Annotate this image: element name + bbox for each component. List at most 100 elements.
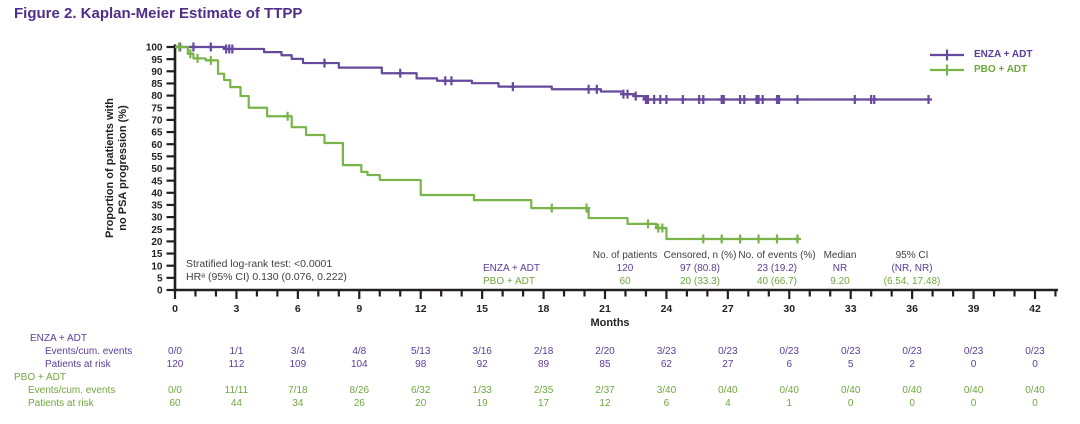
risk-value: 1/33 [472, 385, 492, 396]
summary-value: 20 (33.3) [679, 276, 721, 287]
y-tick-label: 70 [151, 116, 163, 127]
y-tick-label: 25 [151, 225, 163, 236]
y-tick-label: 55 [151, 152, 163, 163]
risk-group-label: ENZA + ADT [30, 333, 87, 344]
risk-value: 0 [909, 398, 915, 409]
y-tick-label: 90 [151, 67, 163, 78]
x-tick-label: 3 [234, 303, 240, 315]
risk-value: 0/40 [718, 385, 738, 396]
risk-value: 0 [970, 398, 977, 409]
y-tick-label: 60 [151, 140, 163, 151]
risk-value: 0/23 [840, 346, 861, 357]
x-axis-label: Months [590, 317, 630, 329]
x-tick-label: 36 [906, 303, 918, 315]
summary-row-label: PBO + ADT [483, 276, 535, 287]
risk-value: 4 [725, 398, 731, 409]
risk-value: 3/23 [656, 346, 677, 357]
risk-value: 4/8 [352, 346, 367, 357]
summary-header: Median [823, 250, 857, 261]
legend-item-enza: ENZA + ADT [928, 47, 1032, 62]
risk-value: 89 [538, 359, 550, 370]
summary-value: 9.20 [830, 276, 850, 287]
legend-label-enza: ENZA + ADT [974, 49, 1033, 60]
risk-value: 109 [289, 359, 307, 370]
risk-row-label: Patients at risk [28, 398, 94, 409]
risk-value: 12 [599, 398, 611, 409]
logrank-text: Stratified log-rank test: <0.0001 [186, 258, 333, 270]
summary-value: 60 [619, 276, 631, 287]
risk-row-label: Events/cum. events [28, 385, 116, 396]
risk-value: 17 [538, 398, 550, 409]
risk-value: 8/26 [349, 385, 370, 396]
y-tick-label: 5 [157, 273, 163, 284]
risk-value: 0/40 [963, 385, 984, 396]
risk-value: 6 [786, 359, 793, 370]
risk-row-label: Events/cum. events [45, 346, 133, 357]
summary-value: 40 (66.7) [756, 276, 798, 287]
y-tick-label: 10 [151, 261, 163, 272]
risk-value: 2/20 [595, 346, 615, 357]
summary-value: (NR, NR) [891, 263, 933, 274]
risk-value: 0 [970, 359, 977, 370]
risk-value: 3/40 [656, 385, 677, 396]
x-tick-label: 9 [356, 303, 362, 315]
risk-group-label: PBO + ADT [14, 372, 66, 383]
x-tick-label: 12 [415, 303, 427, 315]
risk-value: 6 [663, 398, 670, 409]
risk-value: 34 [292, 398, 304, 409]
risk-value: 0/23 [1025, 346, 1045, 357]
risk-row-label: Patients at risk [45, 359, 111, 370]
risk-value: 26 [353, 398, 365, 409]
risk-value: 0 [1032, 398, 1038, 409]
y-tick-label: 75 [151, 103, 163, 114]
risk-value: 104 [350, 359, 368, 370]
risk-value: 120 [166, 359, 184, 370]
x-tick-label: 24 [661, 303, 673, 315]
y-tick-label: 15 [151, 249, 163, 260]
figure-title: Figure 2. Kaplan-Meier Estimate of TTPP [14, 5, 303, 22]
x-tick-label: 33 [845, 303, 857, 315]
pbo-curve [175, 45, 798, 241]
summary-value: 23 (19.2) [756, 263, 798, 274]
risk-value: 0/40 [779, 385, 799, 396]
risk-value: 0 [847, 398, 854, 409]
y-tick-label: 85 [151, 79, 163, 90]
risk-value: 2/35 [533, 385, 554, 396]
summary-header: 95% CI [895, 250, 929, 261]
risk-value: 11/11 [224, 385, 249, 396]
x-tick-label: 39 [968, 303, 980, 315]
x-tick-label: 6 [295, 303, 301, 315]
y-tick-label: 100 [146, 43, 163, 54]
summary-value: 97 (80.8) [679, 263, 721, 274]
risk-value: 3/16 [472, 346, 492, 357]
y-tick-label: 0 [157, 286, 163, 297]
risk-value: 0/0 [168, 385, 182, 396]
risk-value: 0/40 [840, 385, 861, 396]
x-tick-label: 0 [172, 303, 178, 315]
risk-value: 20 [415, 398, 427, 409]
enza-curve [175, 45, 929, 101]
risk-value: 6/32 [410, 385, 431, 396]
y-axis-label: Proportion of patients with no PSA progr… [104, 98, 129, 238]
risk-value: 2/37 [595, 385, 615, 396]
enza-line-swatch-icon [930, 49, 964, 60]
risk-value: 3/4 [290, 346, 305, 357]
x-tick-label: 21 [599, 303, 611, 315]
y-tick-label: 95 [151, 55, 163, 66]
risk-value: 112 [228, 359, 245, 370]
summary-row-label: ENZA + ADT [483, 263, 540, 274]
hazard-ratio-text: HRᵃ (95% CI) 0.130 (0.076, 0.222) [186, 271, 347, 283]
legend: ENZA + ADT PBO + ADT [928, 47, 1032, 77]
y-tick-label: 50 [151, 164, 163, 175]
y-tick-label: 20 [151, 237, 163, 248]
risk-value: 7/18 [288, 385, 308, 396]
summary-header: Censored, n (%) [663, 250, 737, 261]
risk-value: 2/18 [533, 346, 554, 357]
risk-value: 0/23 [963, 346, 984, 357]
x-tick-label: 15 [476, 303, 488, 315]
risk-value: 5/13 [410, 346, 431, 357]
summary-value: 120 [616, 263, 634, 274]
x-tick-label: 30 [783, 303, 795, 315]
